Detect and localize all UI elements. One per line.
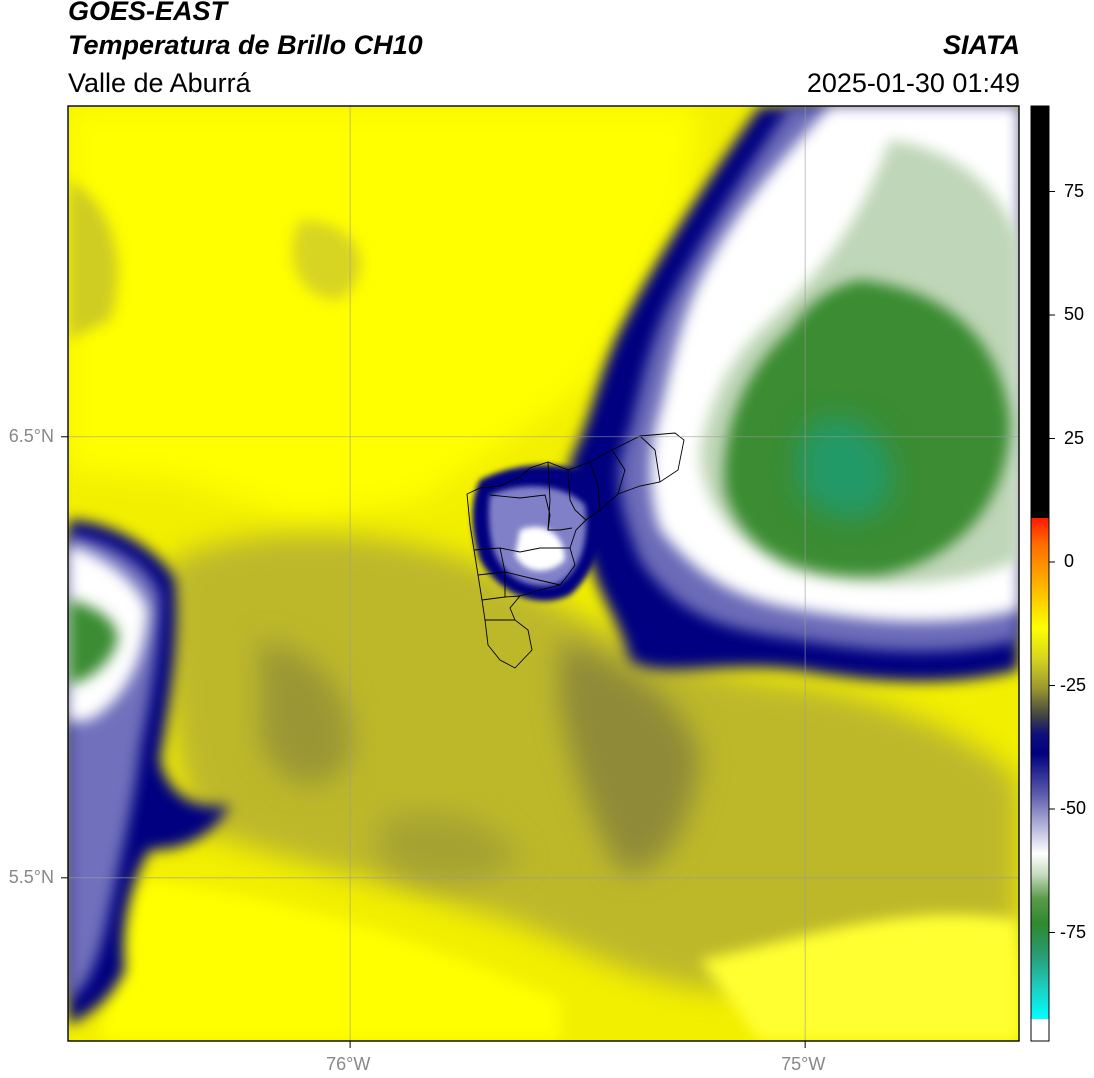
colorbar-tick-label: 50 bbox=[1064, 304, 1085, 324]
colorbar-warm-segment bbox=[1031, 106, 1049, 518]
colorbar-gradient bbox=[1031, 518, 1049, 1019]
region-subtitle: Valle de Aburrá bbox=[68, 68, 251, 98]
colorbar bbox=[1030, 105, 1055, 1042]
colorbar-tick-label: -50 bbox=[1060, 798, 1087, 818]
gridlines bbox=[68, 106, 1019, 1041]
satellite-title: GOES-EAST bbox=[68, 0, 228, 26]
lon-tick-label: 75°W bbox=[781, 1054, 826, 1074]
map-field bbox=[68, 106, 1019, 1041]
colorbar-tick-label: 75 bbox=[1064, 180, 1085, 201]
lon-tick-label: 76°W bbox=[326, 1054, 371, 1074]
lat-tick-label: 5.5°N bbox=[8, 866, 54, 887]
colorbar-tick-label: -75 bbox=[1060, 921, 1087, 942]
lat-tick-label: 6.5°N bbox=[8, 425, 54, 446]
map-frame bbox=[67, 105, 1020, 1042]
colorbar-cold-segment bbox=[1031, 1019, 1049, 1041]
colorbar-tick-label: 0 bbox=[1064, 551, 1075, 571]
colorbar-frame bbox=[1030, 105, 1050, 1042]
colorbar-tick-label: 25 bbox=[1064, 427, 1085, 448]
timestamp-label: 2025-01-30 01:49 bbox=[806, 68, 1020, 98]
valle-aburra-boundaries bbox=[466, 432, 685, 669]
colorbar-tick-label: -25 bbox=[1060, 674, 1087, 695]
agency-label: SIATA bbox=[943, 30, 1020, 60]
product-title: Temperatura de Brillo CH10 bbox=[68, 30, 423, 60]
